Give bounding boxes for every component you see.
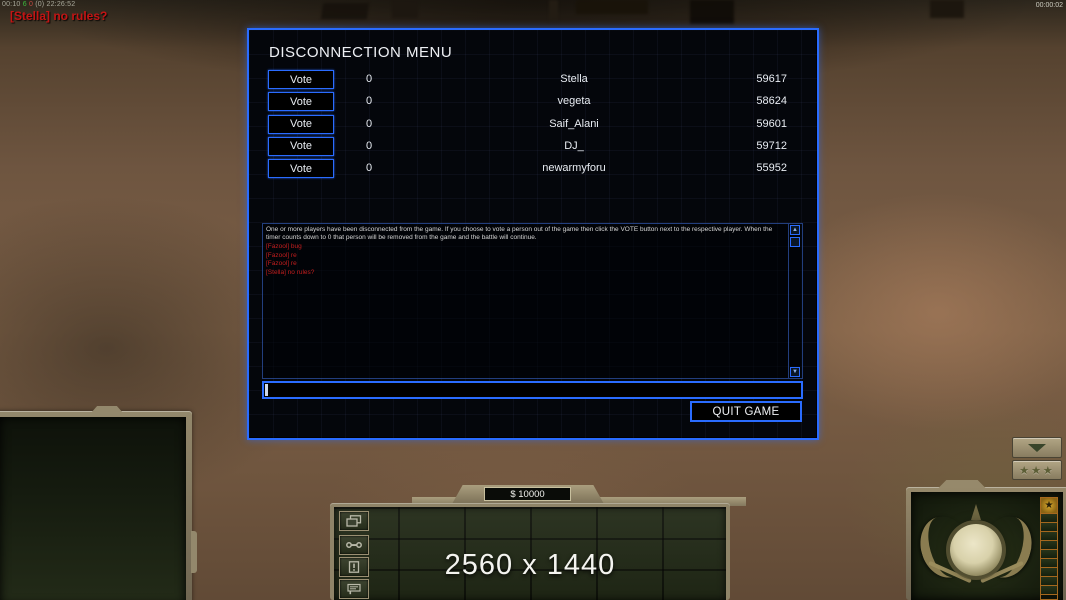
- scroll-down-icon[interactable]: ▼: [790, 367, 800, 377]
- player-row: Vote 0 newarmyforu 55952: [249, 159, 817, 179]
- money-display: $ 10000: [484, 487, 571, 501]
- cascade-windows-icon: [346, 515, 362, 527]
- vote-button[interactable]: Vote: [268, 70, 334, 89]
- chat-line: [Fazool] bug: [266, 243, 302, 250]
- player-row: Vote 0 Saif_Alani 59601: [249, 114, 817, 134]
- xp-cell: [1041, 568, 1057, 577]
- command-bar-rail: [596, 497, 746, 506]
- xp-ladder: ★: [1040, 497, 1058, 600]
- command-bar-rail: [412, 497, 460, 506]
- scrollbar-thumb[interactable]: [790, 237, 800, 247]
- wrench-icon: [346, 542, 362, 548]
- vote-button[interactable]: Vote: [268, 136, 334, 156]
- xp-cell: [1041, 550, 1057, 559]
- emblem-center: [950, 524, 1002, 576]
- panel-tab: [191, 531, 197, 573]
- xp-cell: [1041, 586, 1057, 595]
- background-structure: [576, 0, 648, 14]
- frame-stats-drop: 0: [28, 1, 34, 8]
- faction-emblem: [913, 502, 1039, 596]
- disconnection-dialog: DISCONNECTION MENU Vote 0 Stella 59617 V…: [247, 28, 819, 440]
- sign-button[interactable]: [339, 579, 369, 599]
- vote-count: 0: [365, 162, 373, 175]
- frame-stats: 00:10 6 0 (0) 22:26:52: [2, 1, 75, 8]
- player-name: newarmyforu: [542, 162, 606, 175]
- background-structure: [549, 0, 558, 22]
- frame-stats-paren: (0): [35, 1, 45, 8]
- background-structure: [690, 0, 734, 24]
- player-vote-list: Vote 0 Stella 59617 Vote 0 vegeta 58624 …: [249, 70, 817, 181]
- command-panel: [330, 503, 730, 600]
- dialog-title: DISCONNECTION MENU: [269, 44, 453, 61]
- xp-cell: [1041, 523, 1057, 532]
- player-row: Vote 0 DJ_ 59712: [249, 136, 817, 156]
- vote-count: 0: [365, 73, 373, 85]
- alert-button[interactable]: [339, 557, 369, 577]
- player-row: Vote 0 Stella 59617: [249, 70, 817, 89]
- radar-panel: ★: [906, 480, 1066, 600]
- chat-line: [Stella] no rules?: [266, 268, 315, 276]
- bottom-left-panel-screen: [0, 417, 186, 600]
- command-grid: [334, 507, 726, 600]
- frame-stats-time: 00:10: [2, 1, 21, 8]
- panel-tab: [91, 406, 123, 412]
- bottom-left-panel: [0, 406, 197, 600]
- player-name: DJ_: [564, 139, 584, 152]
- rank-star-icon: ★: [1041, 498, 1057, 514]
- text-cursor: [265, 384, 268, 396]
- background-structure: [930, 0, 964, 18]
- chat-line: [Fazool] re: [266, 260, 297, 267]
- message-area-content: One or more players have been disconnect…: [266, 226, 785, 276]
- xp-cell: [1041, 541, 1057, 550]
- collapse-panel-button[interactable]: [1012, 437, 1062, 458]
- chat-line: [Fazool] re: [266, 251, 297, 259]
- scroll-up-icon[interactable]: ▲: [790, 225, 800, 235]
- vote-button[interactable]: Vote: [268, 159, 334, 179]
- player-ping: 59617: [756, 73, 787, 85]
- xp-cell: [1041, 514, 1057, 523]
- vote-button[interactable]: Vote: [268, 114, 334, 134]
- frame-stats-fps: 6: [22, 1, 27, 8]
- player-name: vegeta: [557, 95, 591, 108]
- general-rank-button[interactable]: ★★★: [1012, 460, 1062, 480]
- scrollbar[interactable]: ▲ ▼: [788, 224, 802, 378]
- message-area: One or more players have been disconnect…: [262, 223, 803, 379]
- player-name: Saif_Alani: [549, 117, 599, 130]
- wrench-button[interactable]: [339, 535, 369, 555]
- player-row: Vote 0 vegeta 58624: [249, 92, 817, 112]
- xp-cell: [1041, 577, 1057, 586]
- quit-game-button[interactable]: QUIT GAME: [690, 401, 802, 422]
- chat-input[interactable]: [262, 381, 803, 399]
- mission-timer: 00:00:02: [1035, 2, 1063, 9]
- vote-count: 0: [365, 117, 373, 130]
- radar-screen[interactable]: ★: [911, 492, 1063, 600]
- vote-count: 0: [365, 139, 373, 152]
- xp-cell: [1041, 532, 1057, 541]
- xp-cell: [1041, 559, 1057, 568]
- player-ping: 59712: [756, 139, 787, 152]
- frame-stats-clock: 22:26:52: [46, 1, 76, 8]
- background-structure: [392, 0, 418, 18]
- exclamation-icon: [348, 561, 360, 573]
- player-ping: 59601: [756, 117, 787, 130]
- resolution-watermark: 2560 x 1440: [444, 549, 616, 581]
- cascade-windows-button[interactable]: [339, 511, 369, 531]
- chat-overlay-message: [Stella] no rules?: [10, 9, 108, 23]
- vote-button[interactable]: Vote: [268, 92, 334, 112]
- player-name: Stella: [560, 73, 588, 85]
- player-ping: 55952: [756, 162, 787, 175]
- sign-icon: [347, 583, 361, 595]
- vote-count: 0: [365, 95, 373, 108]
- panel-tab: [938, 480, 986, 488]
- chevron-down-icon: [1028, 443, 1046, 452]
- background-structure: [320, 3, 370, 19]
- disconnect-info-text: One or more players have been disconnect…: [266, 226, 773, 241]
- emblem-spike: [971, 504, 981, 520]
- player-ping: 58624: [756, 95, 787, 108]
